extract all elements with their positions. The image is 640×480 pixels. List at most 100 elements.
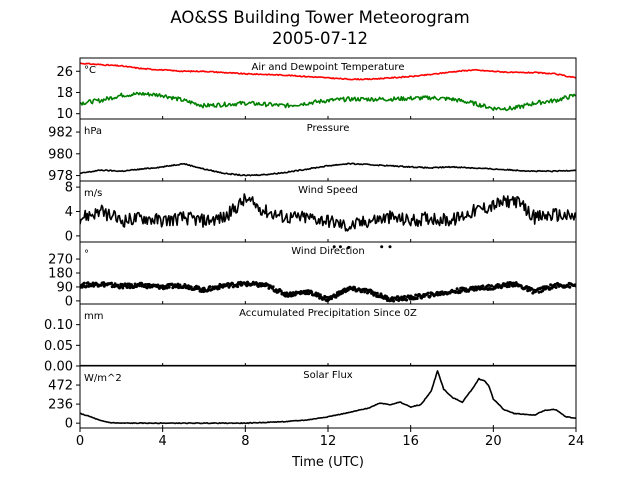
- point-wind_direction: [334, 295, 338, 299]
- point-wind_direction: [325, 295, 329, 299]
- point-wind_direction: [189, 285, 193, 289]
- y-tick-label: 18: [56, 86, 73, 101]
- panel-2: 0 4 8 Wind Speed m/s: [65, 180, 577, 244]
- y-tick-label: 270: [48, 253, 73, 268]
- point-wind_direction: [318, 293, 322, 297]
- series-air: [80, 62, 576, 81]
- x-tick-label: 20: [485, 434, 502, 449]
- point-wind_direction: [121, 286, 125, 290]
- x-tick-label: 4: [159, 434, 167, 449]
- point-wind_direction: [137, 284, 141, 288]
- y-tick-label: 0.00: [44, 360, 73, 375]
- x-tick-label: 0: [76, 434, 84, 449]
- y-tick-label: 0: [65, 229, 73, 244]
- point-wind_direction_high: [388, 245, 392, 249]
- series-wind_direction: [80, 280, 576, 303]
- figure-title: AO&SS Building Tower Meteorogram: [170, 8, 470, 27]
- point-wind_direction: [271, 285, 275, 289]
- panel-unit: W/m^2: [84, 373, 122, 384]
- series-pressure: [80, 162, 576, 177]
- panel-1: 978 980 982 Pressure hPa: [48, 118, 577, 184]
- point-wind_direction: [426, 291, 430, 295]
- y-tick-label: 0.10: [44, 318, 73, 333]
- point-wind_direction: [405, 298, 409, 302]
- y-tick-label: 0.05: [44, 339, 73, 354]
- point-wind_direction: [170, 282, 174, 286]
- point-wind_direction: [549, 283, 553, 287]
- y-tick-label: 980: [48, 147, 73, 162]
- point-wind_direction: [428, 294, 432, 298]
- y-tick-label: 978: [48, 169, 73, 184]
- point-wind_direction: [167, 285, 171, 289]
- series-solar: [80, 370, 576, 425]
- panel-unit: mm: [84, 311, 103, 322]
- panel-4: 0.00 0.05 0.10 Accumulated Precipitation Si…: [44, 303, 577, 375]
- x-tick-label: 16: [402, 434, 419, 449]
- point-wind_direction: [144, 283, 148, 286]
- x-axis-label: Time (UTC): [291, 455, 364, 470]
- y-tick-label: 26: [56, 65, 73, 80]
- panel-5: 0 236 472 Solar Flux W/m^2: [48, 365, 577, 432]
- point-wind_direction: [274, 288, 278, 292]
- point-wind_direction: [392, 299, 396, 303]
- point-wind_direction: [82, 281, 86, 285]
- panel-title: Air and Dewpoint Temperature: [252, 62, 405, 73]
- panel-title: Wind Direction: [291, 246, 365, 257]
- point-wind_direction: [208, 285, 212, 289]
- panel-unit: hPa: [84, 126, 102, 137]
- point-wind_direction: [554, 286, 558, 289]
- panel-0: 10 18 26 Air and Dewpoint Temperature °C: [56, 57, 577, 122]
- panel-unit: m/s: [84, 188, 102, 199]
- point-wind_direction_high: [338, 245, 342, 249]
- panel-unit: °: [84, 249, 89, 260]
- series-dewpoint: [80, 91, 576, 112]
- point-wind_direction: [310, 290, 314, 294]
- point-wind_direction: [236, 285, 240, 289]
- point-wind_direction: [455, 287, 459, 291]
- x-axis: 0 4 8 12 16 20 24: [76, 428, 584, 449]
- point-wind_direction: [178, 283, 182, 287]
- y-tick-label: 4: [65, 205, 73, 220]
- series-wind_direction_high: [332, 245, 392, 249]
- point-wind_direction: [415, 297, 419, 300]
- point-wind_direction: [403, 294, 406, 298]
- panel-title: Accumulated Precipitation Since 0Z: [239, 308, 417, 319]
- y-tick-label: 0: [65, 417, 73, 432]
- point-wind_direction: [490, 284, 493, 288]
- point-wind_direction: [509, 281, 513, 285]
- point-wind_direction: [481, 284, 485, 288]
- point-wind_direction_high: [332, 245, 336, 249]
- x-tick-label: 24: [568, 434, 585, 449]
- y-tick-label: 180: [48, 267, 73, 282]
- x-tick-label: 12: [320, 434, 337, 449]
- point-wind_direction_high: [347, 245, 351, 249]
- y-tick-label: 90: [56, 280, 73, 295]
- y-tick-label: 982: [48, 126, 73, 141]
- point-wind_direction: [488, 287, 492, 291]
- panel-title: Solar Flux: [303, 370, 353, 381]
- panel-unit: °C: [84, 65, 96, 76]
- y-tick-label: 236: [48, 398, 73, 413]
- x-tick-label: 8: [241, 434, 249, 449]
- point-wind_direction: [128, 286, 132, 290]
- point-wind_direction: [568, 285, 572, 289]
- y-tick-label: 472: [48, 379, 73, 394]
- point-wind_direction: [316, 292, 320, 296]
- point-wind_direction_high: [380, 245, 384, 249]
- panel-title: Wind Speed: [298, 185, 358, 196]
- point-wind_direction: [110, 281, 113, 285]
- point-wind_direction: [85, 284, 88, 288]
- point-wind_direction: [217, 287, 221, 290]
- point-wind_direction: [375, 291, 379, 295]
- point-wind_direction: [507, 285, 511, 288]
- y-tick-label: 0: [65, 294, 73, 309]
- y-tick-label: 10: [56, 107, 73, 122]
- series-wind_speed: [80, 193, 576, 232]
- point-wind_direction: [363, 290, 367, 294]
- panel-title: Pressure: [307, 123, 350, 134]
- y-tick-label: 8: [65, 181, 73, 196]
- figure-date: 2005-07-12: [272, 29, 368, 48]
